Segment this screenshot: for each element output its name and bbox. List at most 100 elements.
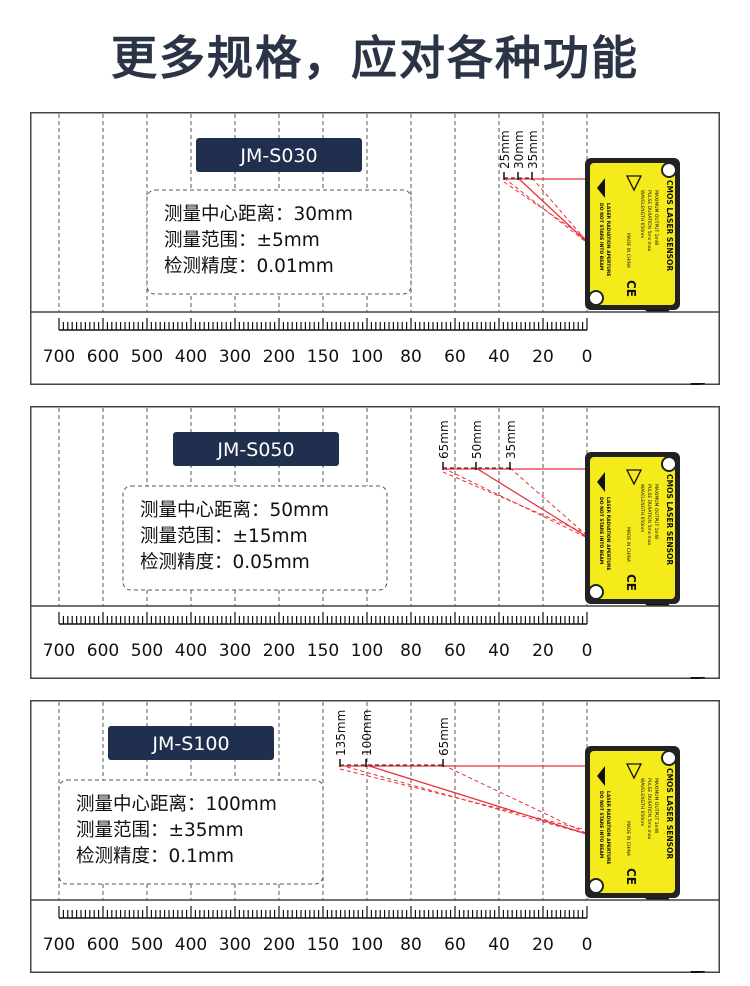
distance-marker-label: 35mm bbox=[526, 130, 540, 169]
spec-box bbox=[122, 485, 388, 591]
scale-label: 60 bbox=[444, 347, 466, 367]
panel-diagram: 700 600 500 400 300 200 150 100 80 60 40 20 0JM-S100… bbox=[30, 700, 720, 975]
scale-label: 500 bbox=[131, 935, 163, 955]
sensor-spec: MAXIMUM OUTPUT 1mW bbox=[653, 190, 659, 246]
sensor-warning: LASER RADIATION APERTURE bbox=[605, 791, 611, 864]
distance-marker-label: 65mm bbox=[437, 717, 451, 756]
sensor-spec: PULSE DURATION 5ms max bbox=[646, 190, 652, 252]
ce-mark: CE bbox=[624, 280, 638, 297]
scale-label: 20 bbox=[532, 347, 554, 367]
scale-label: 700 bbox=[43, 641, 75, 661]
scale-label: 300 bbox=[219, 641, 251, 661]
model-name: JM-S050 bbox=[216, 439, 294, 461]
reflection-line bbox=[442, 471, 593, 537]
sensor-warning: LASER RADIATION APERTURE bbox=[605, 497, 611, 570]
sensor-warning: DO NOT STARE INTO BEAM bbox=[598, 203, 604, 271]
model-label-box bbox=[108, 726, 274, 760]
reflection-line bbox=[365, 764, 591, 836]
reflection-line bbox=[475, 467, 593, 541]
scale-label: 300 bbox=[219, 347, 251, 367]
mounting-hole bbox=[661, 456, 677, 472]
sensor-spec: WAVELENGTH 650nm bbox=[639, 484, 645, 532]
distance-marker-label: 25mm bbox=[498, 130, 512, 169]
scale-band bbox=[31, 900, 719, 971]
mounting-hole bbox=[588, 290, 604, 306]
scale-label: 600 bbox=[87, 347, 119, 367]
ce-mark: CE bbox=[624, 868, 638, 885]
spec-box bbox=[146, 189, 412, 295]
reflection-line bbox=[442, 764, 591, 836]
scale-label: 20 bbox=[532, 935, 554, 955]
scale-label: 100 bbox=[351, 347, 383, 367]
mounting-hole bbox=[588, 878, 604, 894]
scale-label: 400 bbox=[175, 641, 207, 661]
scale-label: 400 bbox=[175, 347, 207, 367]
sensor-origin: MADE IN CHINA bbox=[625, 233, 631, 269]
scale-band bbox=[31, 312, 719, 383]
sensor-title: CMOS LASER SENSOR bbox=[665, 180, 674, 271]
scale-label: 80 bbox=[400, 935, 422, 955]
scale-label: 80 bbox=[400, 347, 422, 367]
sensor-warning: LASER RADIATION APERTURE bbox=[605, 203, 611, 276]
panel-diagram: 700 600 500 400 300 200 150 100 80 60 40 20 0JM-S050… bbox=[30, 406, 720, 681]
laser-warning-icon bbox=[625, 175, 643, 192]
page-title: 更多规格，应对各种功能 bbox=[111, 31, 639, 85]
model-name: JM-S030 bbox=[239, 145, 317, 167]
laser-sensor: CMOS LASER SENSOR MAXIMUM OUTPUT 1mWPULS… bbox=[585, 158, 680, 310]
laser-aperture-icon bbox=[597, 766, 605, 786]
scale-label: 60 bbox=[444, 935, 466, 955]
scale-label: 0 bbox=[582, 641, 593, 661]
spec-line: 测量中心距离：30mm bbox=[164, 204, 353, 225]
spec-line: 测量范围：±35mm bbox=[76, 820, 244, 841]
scale-label: 100 bbox=[351, 935, 383, 955]
scale-label: 600 bbox=[87, 935, 119, 955]
mounting-hole bbox=[661, 162, 677, 178]
scale-label: 700 bbox=[43, 935, 75, 955]
sensor-title: CMOS LASER SENSOR bbox=[665, 474, 674, 565]
sensor-spec: WAVELENGTH 650nm bbox=[639, 778, 645, 826]
spec-panel-3: 700 600 500 400 300 200 150 100 80 60 40 20 0 JM-S100… bbox=[30, 700, 720, 975]
sensor-origin: MADE IN CHINA bbox=[625, 821, 631, 857]
scale-label: 80 bbox=[400, 641, 422, 661]
sensor-warning: DO NOT STARE INTO BEAM bbox=[598, 791, 604, 859]
sensor-spec: WAVELENGTH 650nm bbox=[639, 190, 645, 238]
mounting-hole bbox=[588, 584, 604, 600]
ce-mark: CE bbox=[624, 574, 638, 591]
scale-label: 0 bbox=[582, 347, 593, 367]
reflection-line bbox=[517, 177, 591, 246]
scale-label: 200 bbox=[263, 347, 295, 367]
sensor-spec: PULSE DURATION 5ms max bbox=[646, 778, 652, 840]
reflection-line bbox=[339, 768, 591, 832]
sensor-spec: MAXIMUM OUTPUT 1mW bbox=[653, 778, 659, 834]
scale-label: 150 bbox=[307, 641, 339, 661]
sensor-spec: PULSE DURATION 5ms max bbox=[646, 484, 652, 546]
spec-line: 检测精度：0.01mm bbox=[164, 256, 334, 277]
spec-box bbox=[58, 779, 324, 885]
laser-warning-icon bbox=[625, 763, 643, 780]
scale-band bbox=[31, 606, 719, 677]
scale-label: 40 bbox=[488, 347, 510, 367]
spec-panel-1: 700 600 500 400 300 200 150 100 80 60 40 20 0 JM-S030… bbox=[30, 112, 720, 387]
laser-sensor: CMOS LASER SENSOR MAXIMUM OUTPUT 1mWPULS… bbox=[585, 746, 680, 898]
scale-label: 100 bbox=[351, 641, 383, 661]
sensor-title: CMOS LASER SENSOR bbox=[665, 768, 674, 859]
spec-line: 测量范围：±5mm bbox=[164, 230, 320, 251]
spec-line: 测量中心距离：50mm bbox=[140, 500, 329, 521]
scale-label: 300 bbox=[219, 935, 251, 955]
scale-label: 20 bbox=[532, 641, 554, 661]
scale-label: 600 bbox=[87, 641, 119, 661]
distance-marker-label: 30mm bbox=[512, 130, 526, 169]
panel-diagram: 700 600 500 400 300 200 150 100 80 60 40 20 0JM-S030… bbox=[30, 112, 720, 387]
distance-marker-label: 50mm bbox=[470, 420, 484, 459]
scale-label: 150 bbox=[307, 935, 339, 955]
distance-marker-label: 35mm bbox=[504, 420, 518, 459]
scale-label: 40 bbox=[488, 935, 510, 955]
distance-marker-label: 65mm bbox=[437, 420, 451, 459]
laser-aperture-icon bbox=[597, 178, 605, 198]
scale-label: 700 bbox=[43, 347, 75, 367]
distance-marker-label: 100mm bbox=[360, 710, 374, 756]
laser-warning-icon bbox=[625, 469, 643, 486]
scale-label: 60 bbox=[444, 641, 466, 661]
scale-label: 400 bbox=[175, 935, 207, 955]
